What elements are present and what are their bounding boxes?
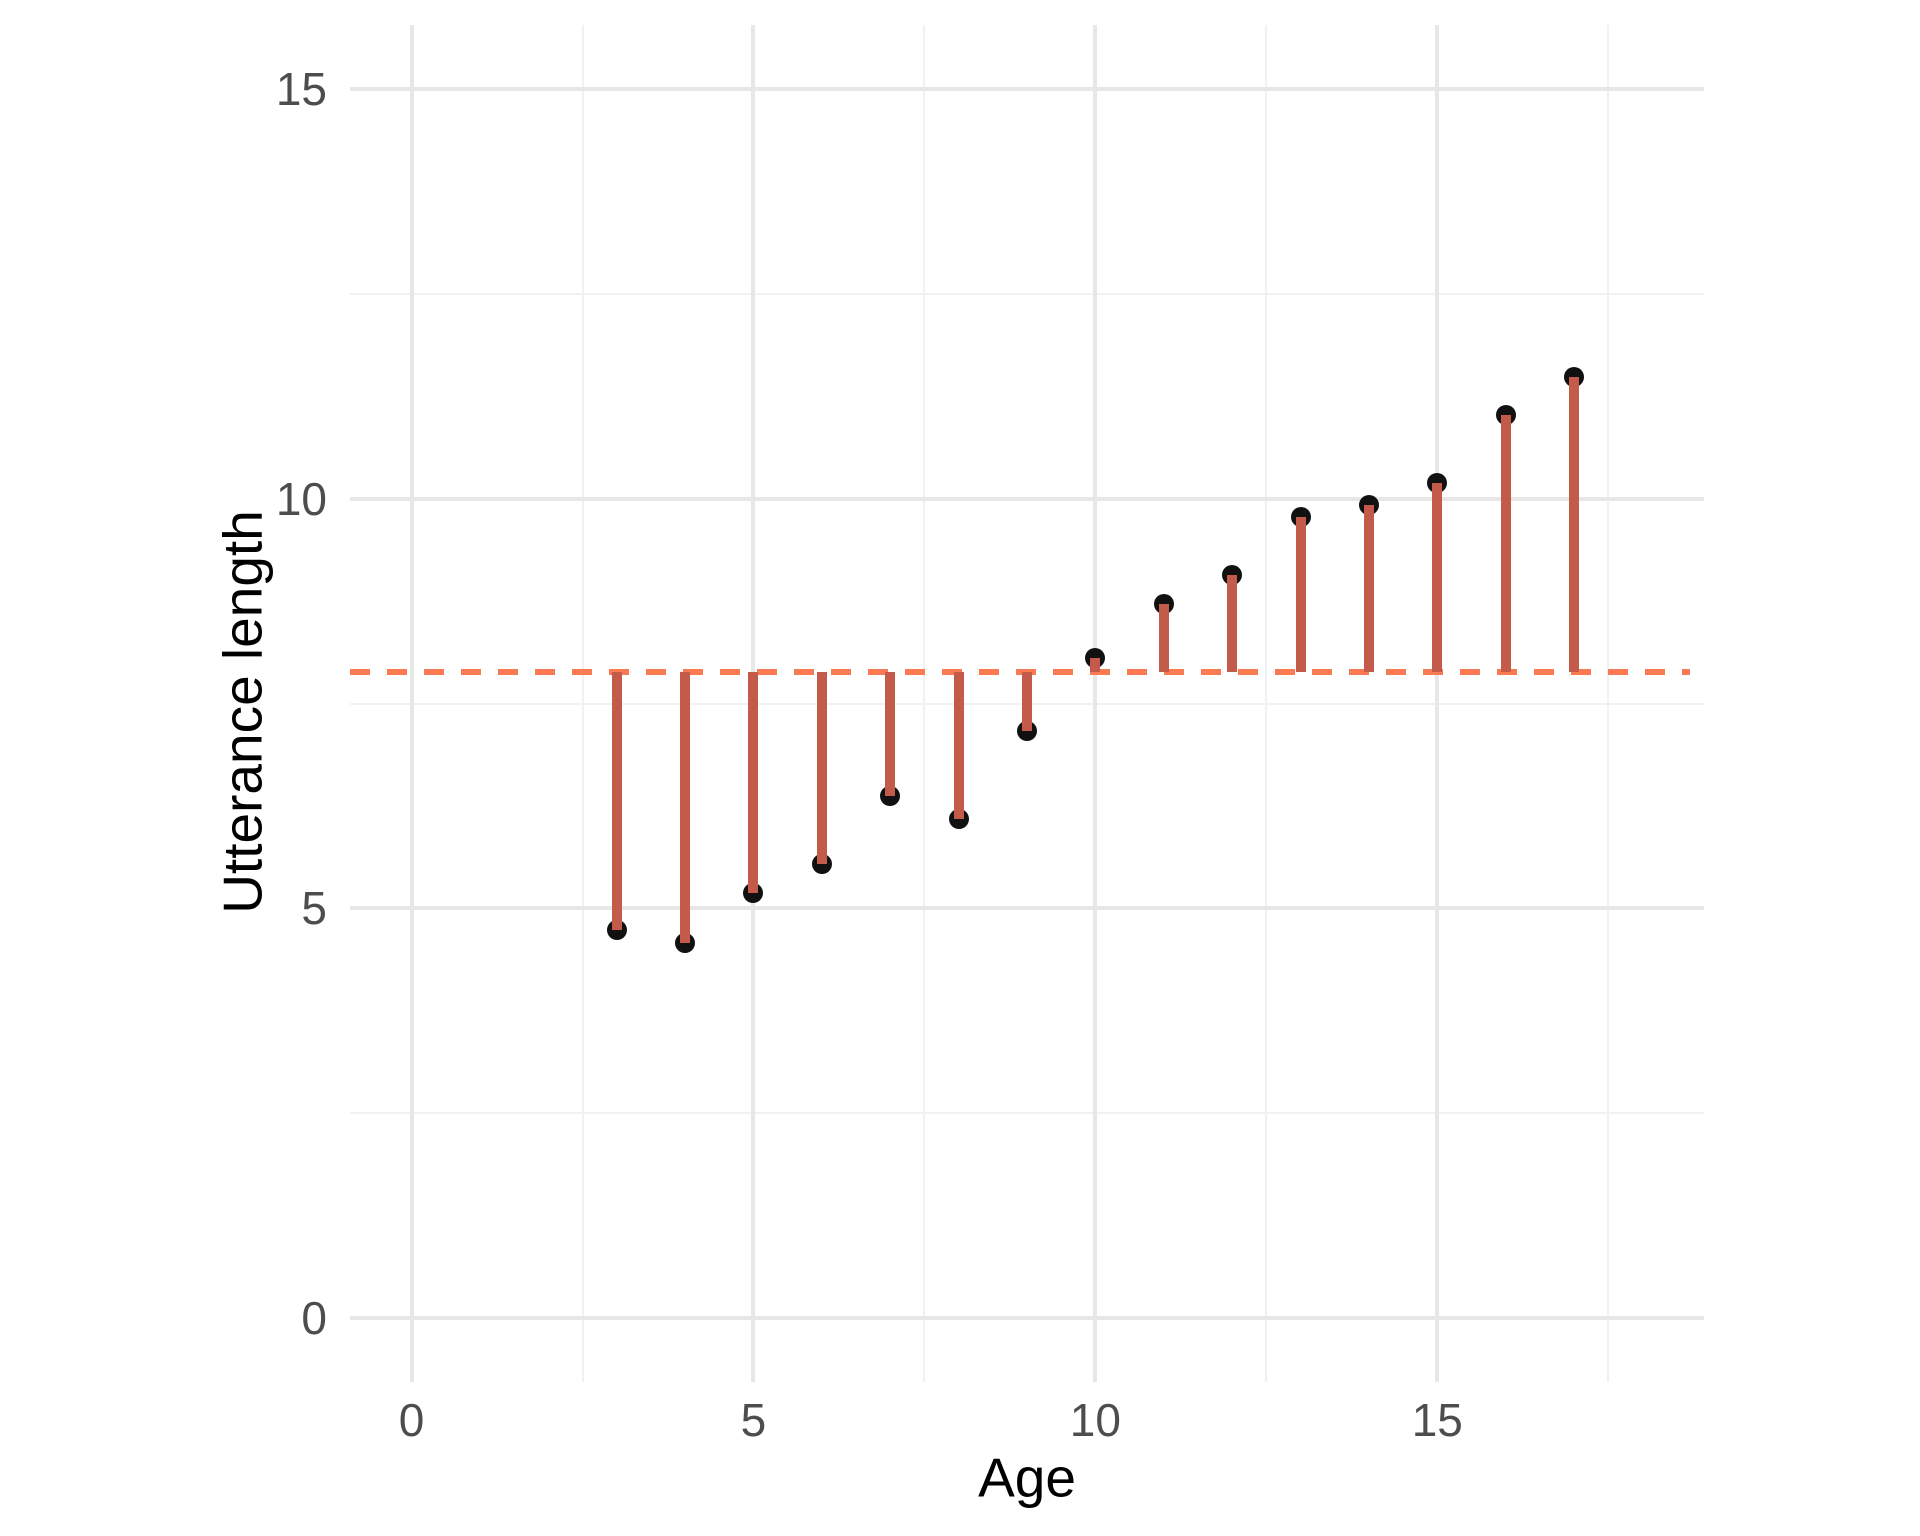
gridline-y-major [350,496,1704,501]
gridline-y-major [350,1316,1704,1321]
gridline-x-major [1435,25,1440,1382]
mean-reference-line [350,669,1690,676]
x-tick-label: 0 [398,1394,425,1446]
stem-segment [1295,516,1306,673]
gridline-y-major [350,906,1704,911]
x-tick-label: 10 [1069,1394,1121,1446]
stem-segment [816,672,827,865]
gridline-y-minor [350,292,1704,295]
x-axis-title: Age [978,1446,1076,1509]
x-tick-label: 5 [740,1394,767,1446]
stem-segment [748,672,759,893]
x-tick-label: 15 [1411,1394,1463,1446]
stem-segment [680,672,691,943]
stem-segment [885,672,896,797]
stem-segment [1500,415,1511,673]
gridline-y-major [350,86,1704,91]
y-tick-label: 15 [275,62,327,115]
y-tick-label: 0 [301,1292,327,1345]
stem-segment [611,672,622,931]
gridline-x-major [409,25,414,1382]
stem-segment [1569,376,1580,673]
stem-segment [1227,574,1238,673]
gridline-y-minor [350,1112,1704,1115]
stem-segment [953,672,964,820]
stem-segment [1022,672,1032,732]
stem-segment [1158,603,1169,673]
stem-segment [1090,658,1101,673]
y-tick-label: 5 [301,882,327,935]
y-axis-title: Utterance length [211,509,274,914]
stem-segment [1432,483,1443,673]
gridline-x-major [1093,25,1098,1382]
stem-segment [1363,505,1374,673]
y-tick-label: 10 [275,472,327,525]
